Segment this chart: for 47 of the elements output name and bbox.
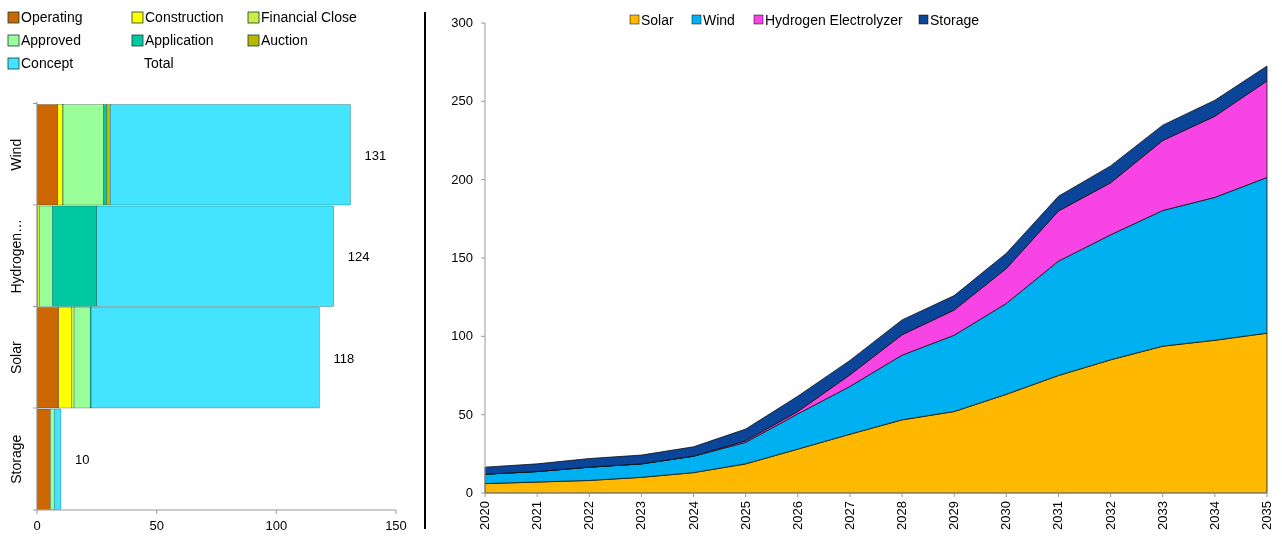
y-tick-label: 300 xyxy=(451,15,473,30)
x-tick-label: 0 xyxy=(33,518,41,533)
x-tick-label: 2033 xyxy=(1154,501,1170,530)
text: Total xyxy=(144,55,174,71)
x-tick-label: 2029 xyxy=(946,501,962,530)
legend-label: Solar xyxy=(641,12,675,28)
total-label: 10 xyxy=(74,452,90,468)
x-tick-label: 2031 xyxy=(1050,501,1066,530)
legend-label: Concept xyxy=(21,55,74,71)
y-tick-label: Wind xyxy=(8,138,24,171)
x-tick-label: 2032 xyxy=(1102,501,1118,530)
x-tick-label: 100 xyxy=(265,518,288,533)
y-tick-label: 0 xyxy=(465,485,473,500)
y-tick-label: Solar xyxy=(8,341,24,375)
total-label: 118 xyxy=(333,350,355,366)
x-tick-label: 2027 xyxy=(841,501,857,530)
legend-label: Approved xyxy=(21,32,81,48)
legend-label: Auction xyxy=(261,32,308,48)
legend-label: Storage xyxy=(930,12,980,28)
total-label: 131 xyxy=(364,147,387,163)
legend-label: Operating xyxy=(21,9,83,25)
legend-label: Wind xyxy=(703,12,735,28)
y-tick-label: 200 xyxy=(451,171,473,187)
y-tick-label: 50 xyxy=(458,406,473,422)
x-tick-label: 2021 xyxy=(529,501,545,530)
total-label: 124 xyxy=(347,249,370,265)
x-tick-label: 150 xyxy=(385,518,407,533)
x-tick-label: 2024 xyxy=(685,501,701,530)
x-tick-label: 2028 xyxy=(894,501,910,530)
x-tick-label: 2035 xyxy=(1259,501,1274,530)
legend-label: Financial Close xyxy=(261,9,357,25)
legend-label: Application xyxy=(145,32,214,48)
x-tick-label: 2030 xyxy=(998,501,1014,530)
x-tick-label: 2034 xyxy=(1206,501,1222,530)
x-tick-label: 2025 xyxy=(737,501,753,530)
y-tick-label: 250 xyxy=(451,93,473,109)
legend-label: Hydrogen Electrolyzer xyxy=(765,12,904,28)
y-tick-label: 100 xyxy=(451,328,473,344)
legend-label: Construction xyxy=(145,9,224,25)
y-tick-label: Storage xyxy=(8,434,24,484)
x-tick-label: 50 xyxy=(149,518,164,533)
x-tick-label: 2020 xyxy=(477,501,492,530)
x-tick-label: 2023 xyxy=(633,501,649,530)
y-tick-label: 150 xyxy=(451,250,473,265)
x-tick-label: 2026 xyxy=(789,501,805,530)
x-tick-label: 2022 xyxy=(581,501,597,530)
y-tick-label: Hydrogen… xyxy=(8,218,24,294)
